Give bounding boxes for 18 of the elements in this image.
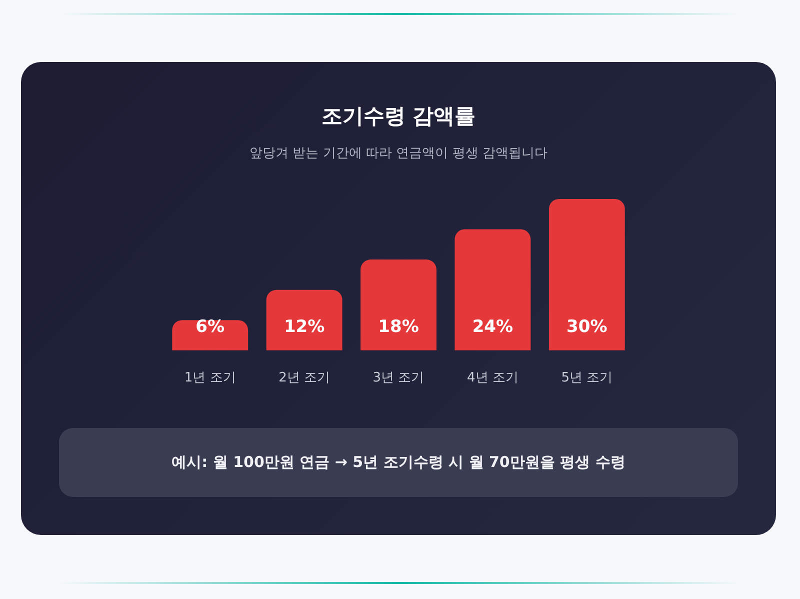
chart-title: 조기수령 감액률 bbox=[320, 103, 477, 130]
chart-subtitle: 앞당겨 받는 기간에 따라 연금액이 평생 감액됩니다 bbox=[248, 145, 548, 162]
x-tick-label: 2년 조기 bbox=[278, 370, 330, 386]
bar bbox=[454, 229, 531, 350]
bar bbox=[172, 320, 248, 350]
data-label: 18% bbox=[378, 316, 419, 337]
x-tick-label: 3년 조기 bbox=[372, 370, 424, 386]
data-label: 12% bbox=[284, 316, 325, 337]
bar bbox=[548, 199, 625, 350]
data-label: 6% bbox=[196, 316, 225, 337]
data-label: 30% bbox=[566, 316, 608, 337]
data-label: 24% bbox=[472, 316, 514, 337]
bar bbox=[266, 290, 342, 350]
text: 예시: 월 100만원 연금 → 5년 조기수령 시 월 70만원을 평생 수령 bbox=[172, 453, 626, 472]
x-tick-label: 1년 조기 bbox=[184, 370, 236, 386]
x-tick-label: 4년 조기 bbox=[466, 370, 518, 386]
x-tick-label: 5년 조기 bbox=[561, 370, 613, 386]
bar bbox=[360, 260, 436, 350]
